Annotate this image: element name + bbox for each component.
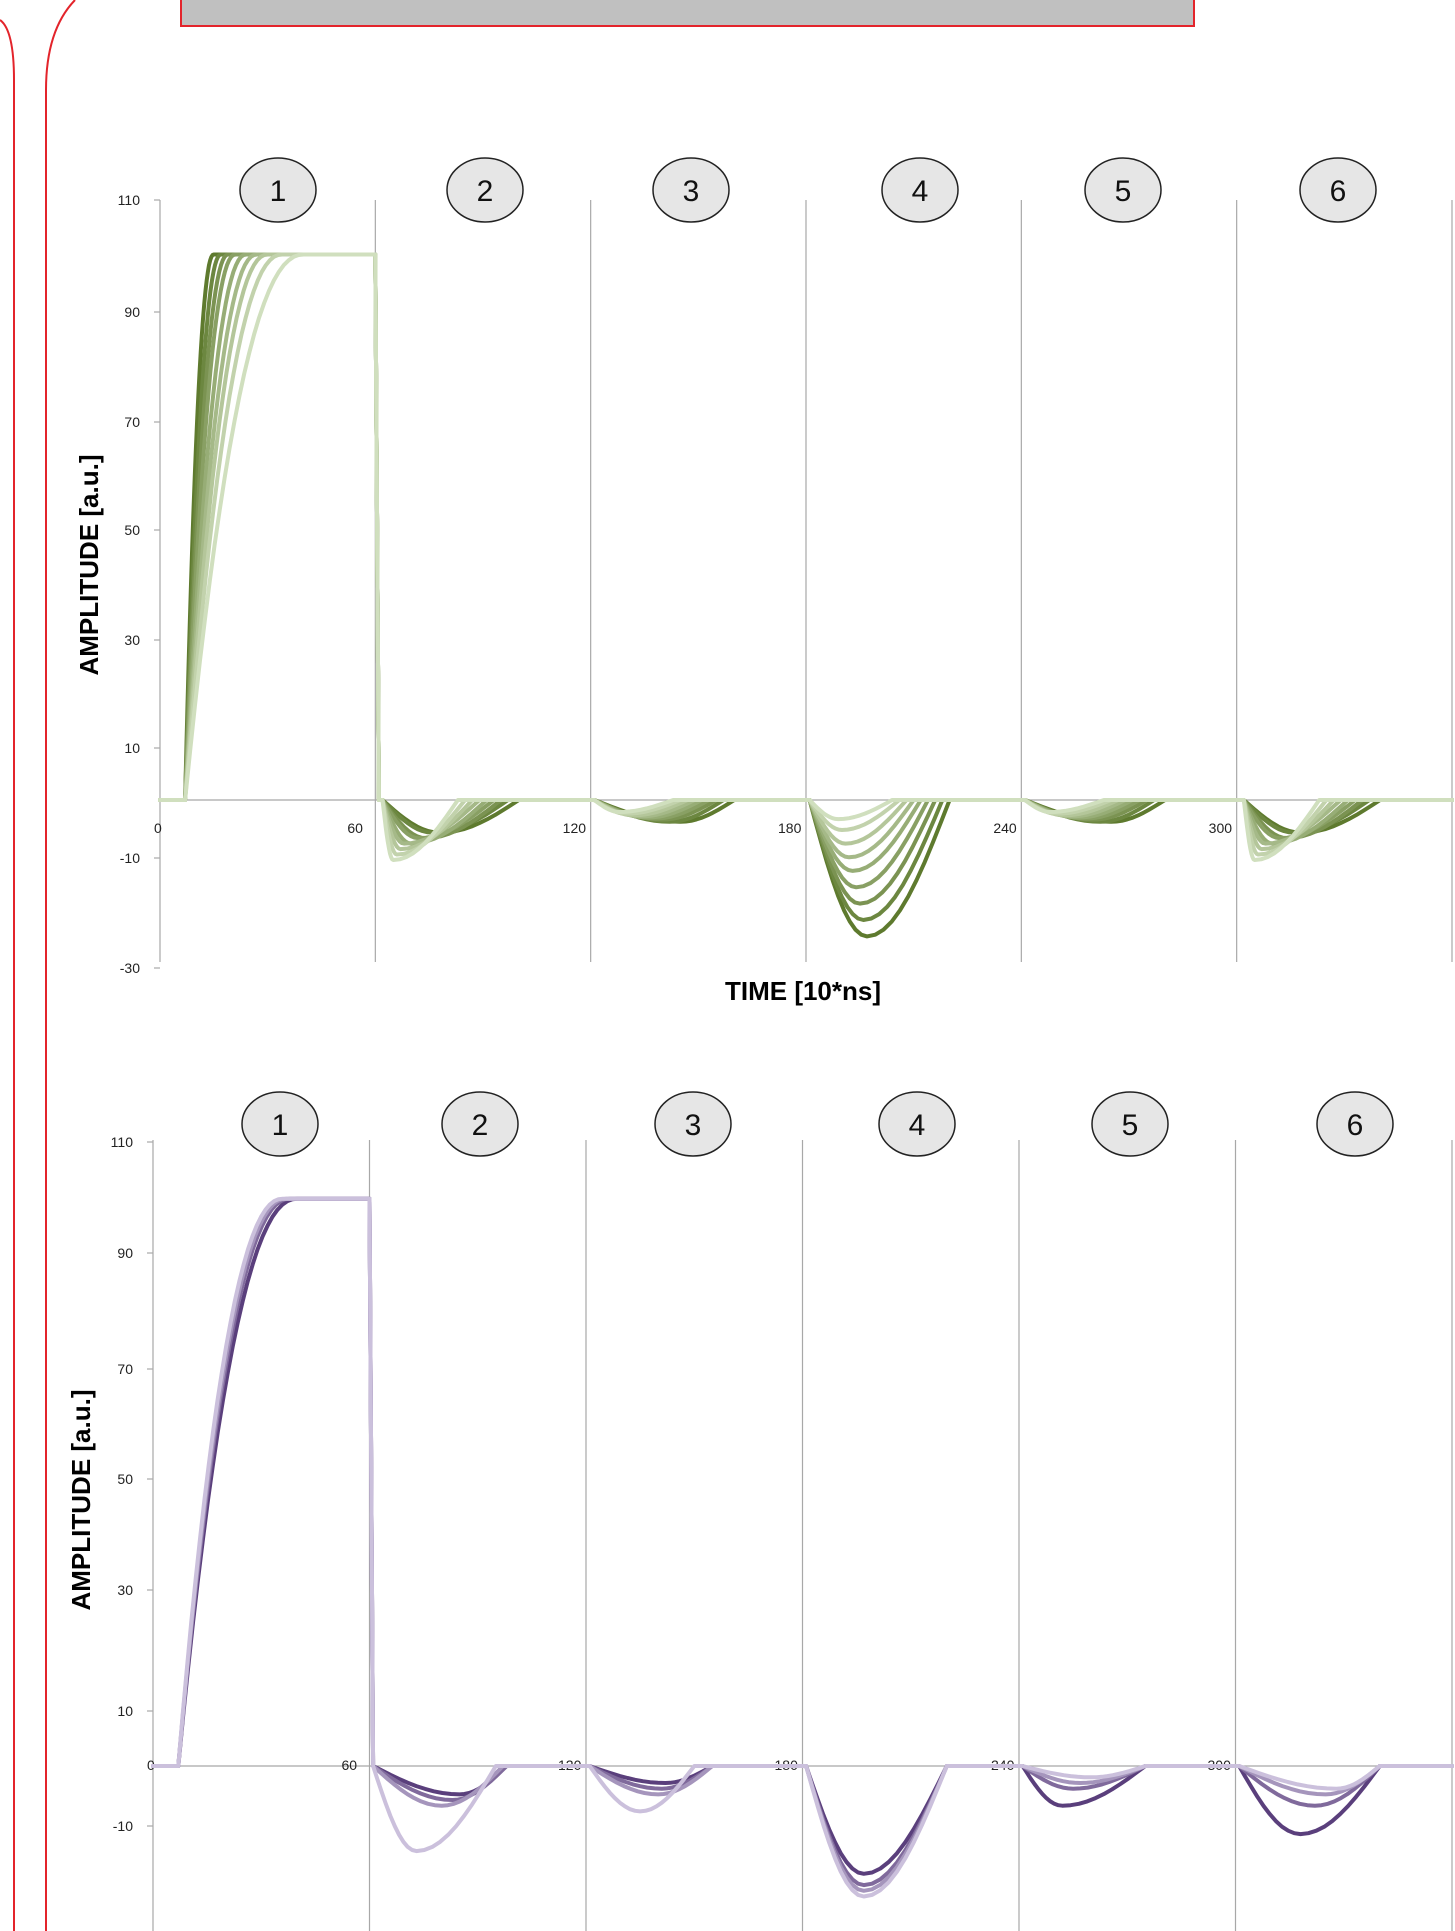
y-tick-label: 110 xyxy=(118,192,141,208)
segment-badge: 5 xyxy=(1091,1091,1169,1157)
badge-label: 6 xyxy=(1330,175,1347,208)
series-line xyxy=(158,252,1454,862)
y-axis-title: AMPLITUDE [a.u.] xyxy=(66,1390,96,1611)
y-tick-label: 30 xyxy=(117,1582,133,1598)
badge-circle xyxy=(1084,157,1162,223)
badge-label: 2 xyxy=(477,175,494,208)
x-tick-label: 180 xyxy=(778,820,802,836)
badge-label: 6 xyxy=(1347,1109,1364,1142)
badge-label: 3 xyxy=(683,175,700,208)
segment-badge: 4 xyxy=(878,1091,956,1157)
badge-label: 3 xyxy=(685,1109,702,1142)
badge-label: 4 xyxy=(912,175,929,208)
segment-badge: 4 xyxy=(881,157,959,223)
segment-badge: 1 xyxy=(241,1091,319,1157)
chart-green: 110 90 70 50 30 10 -10 -30 0 60 120 180 240 300 3 6 AMPL… xyxy=(74,157,1454,1006)
segment-badge: 6 xyxy=(1316,1091,1394,1157)
y-tick-label: 30 xyxy=(124,632,140,648)
badge-circle xyxy=(1091,1091,1169,1157)
y-tick-label: 10 xyxy=(117,1703,133,1719)
badge-circle xyxy=(241,1091,319,1157)
badge-circle xyxy=(881,157,959,223)
badge-label: 5 xyxy=(1115,175,1132,208)
x-tick-label: 0 xyxy=(147,1757,155,1773)
x-tick-label: 120 xyxy=(563,820,587,836)
left-frame-outer xyxy=(0,19,15,1931)
x-tick-label: 0 xyxy=(154,820,162,836)
chart-purple: 1109070503010-100601201802403003AMPLITUD… xyxy=(66,1091,1454,1931)
y-tick-label: 70 xyxy=(117,1361,133,1377)
x-tick-label: 300 xyxy=(1209,820,1233,836)
badge-circle xyxy=(878,1091,956,1157)
y-tick-label: 110 xyxy=(111,1134,134,1150)
badge-circle xyxy=(1299,157,1377,223)
badge-circle xyxy=(446,157,524,223)
badge-label: 5 xyxy=(1122,1109,1139,1142)
badge-circle xyxy=(1316,1091,1394,1157)
segment-badge: 6 xyxy=(1299,157,1377,223)
badge-circle xyxy=(652,157,730,223)
segment-badge: 3 xyxy=(652,157,730,223)
y-axis-title: AMPLITUDE [a.u.] xyxy=(74,455,104,676)
x-axis-title: TIME [10*ns] xyxy=(725,976,881,1006)
segment-badge: 2 xyxy=(446,157,524,223)
y-tick-label: 90 xyxy=(117,1245,133,1261)
y-tick-label: -10 xyxy=(120,850,140,866)
badge-circle xyxy=(441,1091,519,1157)
segment-badge: 3 xyxy=(654,1091,732,1157)
x-tick-label: 60 xyxy=(342,1757,358,1773)
badge-label: 4 xyxy=(909,1109,926,1142)
segment-badge: 1 xyxy=(239,157,317,223)
y-tick-label: -10 xyxy=(113,1818,133,1834)
badge-label: 2 xyxy=(472,1109,489,1142)
badge-label: 1 xyxy=(270,175,287,208)
left-frame-inner xyxy=(45,0,76,1931)
y-tick-label: 50 xyxy=(124,522,140,538)
badge-circle xyxy=(239,157,317,223)
x-tick-label: 60 xyxy=(347,820,363,836)
segment-badge: 2 xyxy=(441,1091,519,1157)
y-tick-label: 90 xyxy=(124,304,140,320)
y-tick-label: 10 xyxy=(124,740,140,756)
header-banner xyxy=(180,0,1195,27)
y-tick-label: 70 xyxy=(124,414,140,430)
y-tick-label: -30 xyxy=(120,960,140,976)
series-line xyxy=(151,1196,1454,1899)
segment-badge: 5 xyxy=(1084,157,1162,223)
x-tick-label: 240 xyxy=(993,820,1017,836)
badge-label: 1 xyxy=(272,1109,289,1142)
y-tick-label: 50 xyxy=(117,1471,133,1487)
badge-circle xyxy=(654,1091,732,1157)
